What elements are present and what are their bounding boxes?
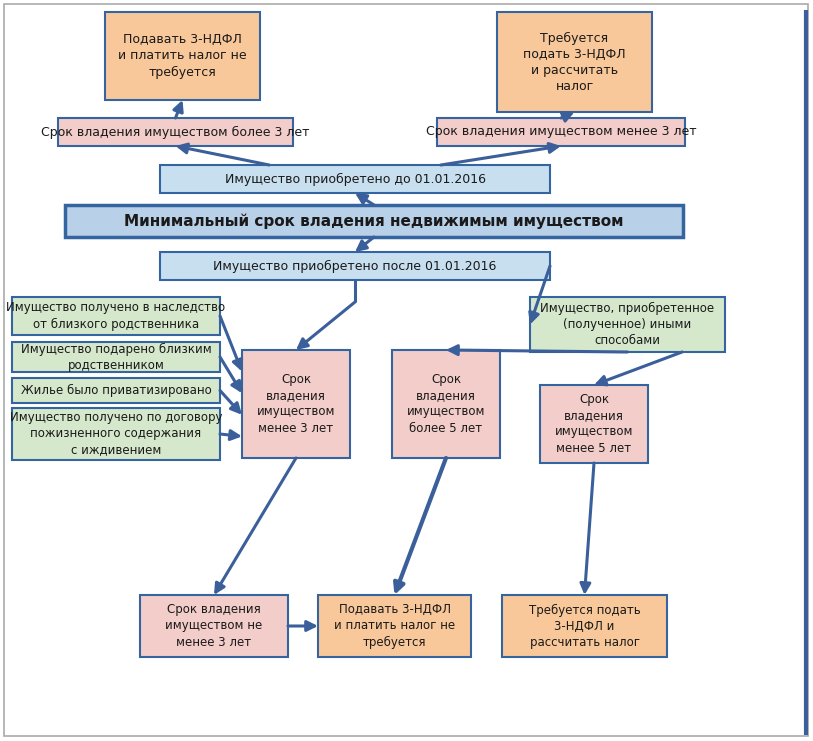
Text: Срок владения
имуществом не
менее 3 лет: Срок владения имуществом не менее 3 лет bbox=[165, 603, 263, 648]
Text: Срок владения имуществом менее 3 лет: Срок владения имуществом менее 3 лет bbox=[426, 125, 696, 139]
FancyBboxPatch shape bbox=[392, 350, 500, 458]
FancyBboxPatch shape bbox=[12, 297, 220, 335]
Text: Имущество получено в наследство
от близкого родственника: Имущество получено в наследство от близк… bbox=[7, 302, 225, 330]
Text: Срок
владения
имуществом
менее 5 лет: Срок владения имуществом менее 5 лет bbox=[554, 393, 633, 454]
FancyBboxPatch shape bbox=[140, 595, 288, 657]
Text: Имущество получено по договору
пожизненного содержания
с иждивением: Имущество получено по договору пожизненн… bbox=[10, 411, 222, 456]
FancyBboxPatch shape bbox=[12, 342, 220, 372]
FancyBboxPatch shape bbox=[12, 408, 220, 460]
FancyBboxPatch shape bbox=[318, 595, 471, 657]
FancyBboxPatch shape bbox=[58, 118, 293, 146]
FancyBboxPatch shape bbox=[540, 385, 648, 463]
FancyBboxPatch shape bbox=[105, 12, 260, 100]
Text: Требуется подать
3-НДФЛ и
рассчитать налог: Требуется подать 3-НДФЛ и рассчитать нал… bbox=[528, 603, 641, 648]
FancyBboxPatch shape bbox=[502, 595, 667, 657]
Text: Имущество, приобретенное
(полученное) иными
способами: Имущество, приобретенное (полученное) ин… bbox=[541, 302, 715, 347]
Text: Имущество приобретено до 01.01.2016: Имущество приобретено до 01.01.2016 bbox=[224, 173, 485, 185]
Text: Имущество приобретено после 01.01.2016: Имущество приобретено после 01.01.2016 bbox=[213, 259, 497, 273]
Text: Срок
владения
имуществом
менее 3 лет: Срок владения имуществом менее 3 лет bbox=[257, 373, 335, 434]
FancyBboxPatch shape bbox=[437, 118, 685, 146]
Text: Требуется
подать 3-НДФЛ
и рассчитать
налог: Требуется подать 3-НДФЛ и рассчитать нал… bbox=[524, 31, 626, 93]
Text: Подавать 3-НДФЛ
и платить налог не
требуется: Подавать 3-НДФЛ и платить налог не требу… bbox=[334, 603, 455, 648]
FancyBboxPatch shape bbox=[160, 165, 550, 193]
FancyBboxPatch shape bbox=[160, 252, 550, 280]
FancyBboxPatch shape bbox=[12, 378, 220, 403]
Text: Жилье было приватизировано: Жилье было приватизировано bbox=[20, 384, 211, 397]
Text: Срок
владения
имуществом
более 5 лет: Срок владения имуществом более 5 лет bbox=[406, 373, 485, 434]
FancyBboxPatch shape bbox=[530, 297, 725, 352]
Text: Срок владения имуществом более 3 лет: Срок владения имуществом более 3 лет bbox=[41, 125, 310, 139]
FancyBboxPatch shape bbox=[497, 12, 652, 112]
Text: Подавать 3-НДФЛ
и платить налог не
требуется: Подавать 3-НДФЛ и платить налог не требу… bbox=[118, 33, 247, 79]
Text: Минимальный срок владения недвижимым имуществом: Минимальный срок владения недвижимым иму… bbox=[124, 213, 624, 229]
Text: Имущество подарено близким
родственником: Имущество подарено близким родственником bbox=[20, 342, 211, 371]
FancyBboxPatch shape bbox=[65, 205, 683, 237]
FancyBboxPatch shape bbox=[242, 350, 350, 458]
